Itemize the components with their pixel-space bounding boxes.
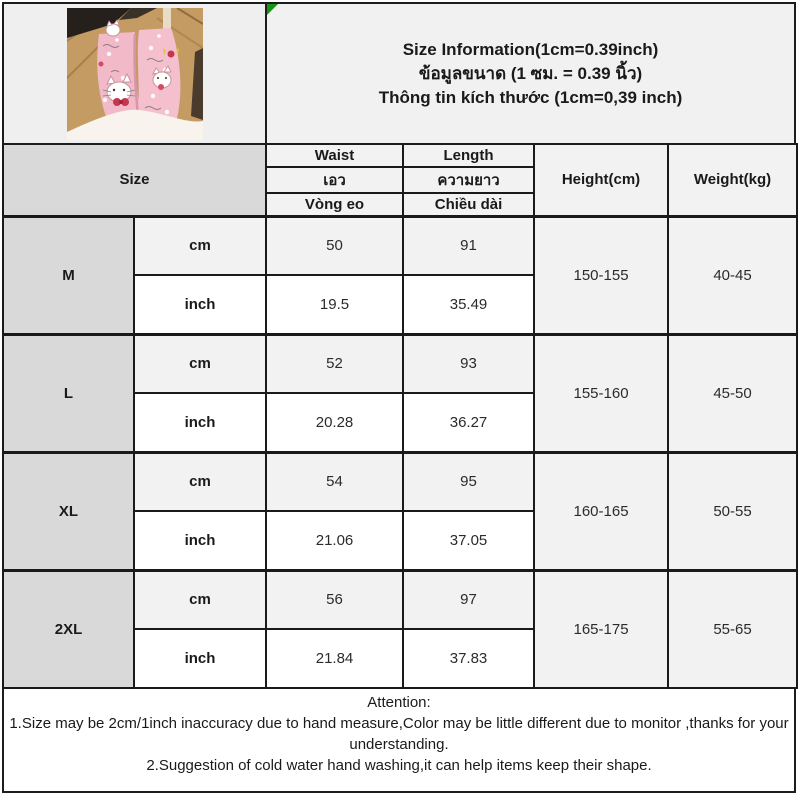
attention-note-2: 2.Suggestion of cold water hand washing,… — [146, 757, 652, 774]
col-header-waist-th: เอว — [265, 166, 405, 194]
height-value: 155-160 — [533, 332, 670, 453]
kitty-motif — [151, 64, 172, 90]
waist-cm-value: 56 — [265, 568, 405, 630]
title-english: Size Information(1cm=0.39inch) — [402, 39, 659, 59]
kitty-motif — [105, 18, 120, 36]
unit-label-cm: cm — [132, 214, 268, 276]
length-cm-value: 91 — [402, 214, 536, 276]
weight-value: 40-45 — [667, 214, 799, 335]
size-information-header: Size Information(1cm=0.39inch) ข้อมูลขนา… — [267, 2, 796, 145]
unit-label-cm: cm — [132, 450, 268, 512]
col-header-waist-vi: Vòng eo — [265, 192, 405, 217]
height-value: 165-175 — [533, 568, 670, 689]
title-vietnamese: Thông tin kích thước (1cm=0,39 inch) — [378, 87, 683, 107]
length-inch-value: 37.83 — [402, 628, 536, 689]
unit-label-inch: inch — [132, 392, 268, 453]
green-corner-marker-icon — [267, 4, 278, 15]
size-label: L — [2, 332, 135, 453]
size-label: XL — [2, 450, 135, 571]
unit-label-inch: inch — [132, 628, 268, 689]
waist-inch-value: 21.06 — [265, 510, 405, 571]
size-header-cell: Size — [1, 143, 268, 217]
col-header-length-th: ความยาว — [402, 166, 536, 194]
weight-value: 55-65 — [667, 568, 799, 689]
product-photo — [2, 2, 267, 145]
waist-inch-value: 19.5 — [265, 274, 405, 335]
size-table: Size Waist Length Height(cm) Weight(kg) … — [1, 143, 799, 689]
height-value: 150-155 — [533, 214, 670, 335]
weight-value: 45-50 — [667, 332, 799, 453]
length-cm-value: 97 — [402, 568, 536, 630]
attention-note-1: 1.Size may be 2cm/1inch inaccuracy due t… — [9, 715, 789, 753]
col-header-weight: Weight(kg) — [667, 143, 799, 217]
unit-label-cm: cm — [132, 332, 268, 394]
unit-label-inch: inch — [132, 274, 268, 335]
waist-inch-value: 21.84 — [265, 628, 405, 689]
pajama-pants-photo-illustration — [66, 7, 203, 140]
height-value: 160-165 — [533, 450, 670, 571]
unit-label-inch: inch — [132, 510, 268, 571]
size-label: M — [2, 214, 135, 335]
length-inch-value: 36.27 — [402, 392, 536, 453]
col-header-length-vi: Chiều dài — [402, 192, 536, 217]
weight-value: 50-55 — [667, 450, 799, 571]
attention-notes: Attention: 1.Size may be 2cm/1inch inacc… — [2, 689, 796, 793]
col-header-waist-en: Waist — [265, 143, 405, 168]
waist-cm-value: 54 — [265, 450, 405, 512]
col-header-length-en: Length — [402, 143, 536, 168]
waist-inch-value: 20.28 — [265, 392, 405, 453]
attention-title: Attention: — [367, 694, 431, 711]
length-cm-value: 95 — [402, 450, 536, 512]
length-cm-value: 93 — [402, 332, 536, 394]
length-inch-value: 35.49 — [402, 274, 536, 335]
kitty-motif — [102, 72, 135, 106]
col-header-height: Height(cm) — [533, 143, 670, 217]
top-bar: Size Information(1cm=0.39inch) ข้อมูลขนา… — [2, 2, 796, 145]
waist-cm-value: 50 — [265, 214, 405, 276]
waist-cm-value: 52 — [265, 332, 405, 394]
length-inch-value: 37.05 — [402, 510, 536, 571]
title-thai: ข้อมูลขนาด (1 ซม. = 0.39 นิ้ว) — [418, 63, 643, 83]
unit-label-cm: cm — [132, 568, 268, 630]
size-label: 2XL — [2, 568, 135, 689]
